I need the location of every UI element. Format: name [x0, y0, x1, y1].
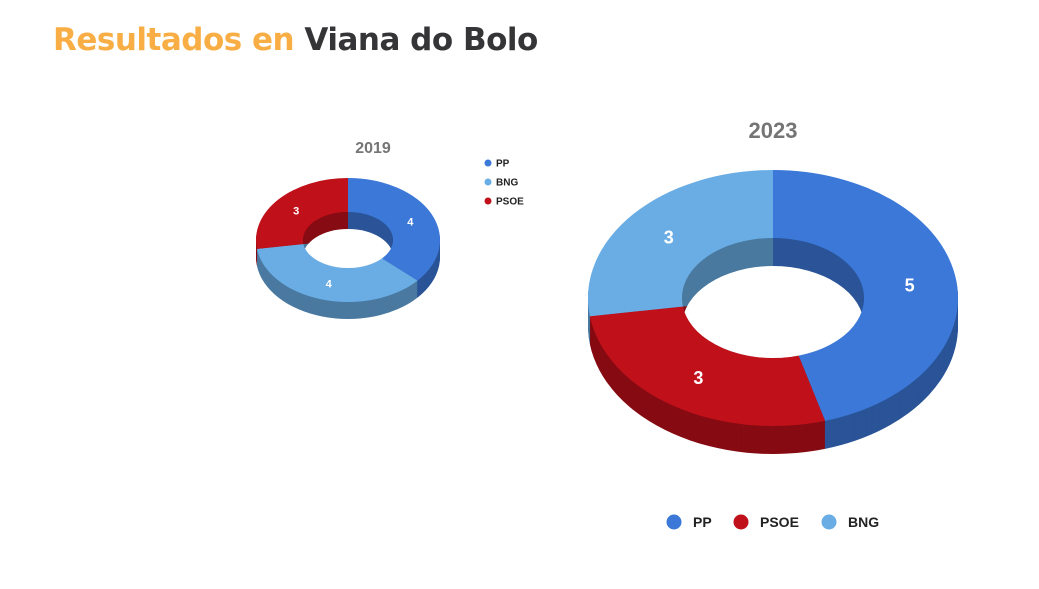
slice-BNG[interactable] [588, 170, 773, 317]
data-label: 4 [326, 278, 333, 290]
chart-title: 2019 [355, 140, 391, 157]
donut-chart-2023: 2023 5 3 3 PP PSOE BNG [588, 118, 958, 530]
legend-item-BNG[interactable]: BNG [821, 514, 880, 530]
slice-PSOE[interactable] [589, 306, 826, 426]
page-title: Resultados en Viana do Bolo [53, 22, 538, 58]
legend-item-PP[interactable]: PP [666, 514, 712, 530]
donut-hole [303, 229, 393, 268]
data-label: 3 [293, 206, 299, 218]
legend-dot-icon [821, 514, 837, 530]
legend-dot-icon [484, 159, 492, 167]
legend-label: PP [693, 514, 712, 530]
legend-label: PSOE [760, 514, 799, 530]
legend-item-PSOE[interactable]: PSOE [733, 514, 799, 530]
slice-BNG[interactable] [256, 243, 418, 302]
legend-label: BNG [496, 178, 518, 189]
data-label: 4 [407, 216, 414, 228]
data-label: 3 [693, 368, 703, 388]
data-label: 3 [664, 227, 674, 247]
legend-label: PP [496, 159, 510, 170]
legend-item-PSOE[interactable]: PSOE [484, 197, 525, 208]
legend-dot-icon [484, 197, 492, 205]
legend-item-BNG[interactable]: BNG [484, 178, 519, 189]
legend-item-PP[interactable]: PP [484, 159, 510, 170]
legend-label: BNG [848, 514, 879, 530]
slice-PP[interactable] [773, 170, 958, 421]
slice-PSOE[interactable] [256, 178, 348, 249]
legend-dot-icon [484, 178, 492, 186]
data-label: 5 [905, 275, 915, 295]
legend-label: PSOE [496, 197, 524, 208]
slice-PP[interactable] [348, 178, 440, 281]
legend-dot-icon [733, 514, 749, 530]
chart-title: 2023 [749, 118, 798, 143]
legend-dot-icon [666, 514, 682, 530]
donut-chart-2019: 2019 4 4 3 PP BNG PSOE [256, 140, 524, 319]
